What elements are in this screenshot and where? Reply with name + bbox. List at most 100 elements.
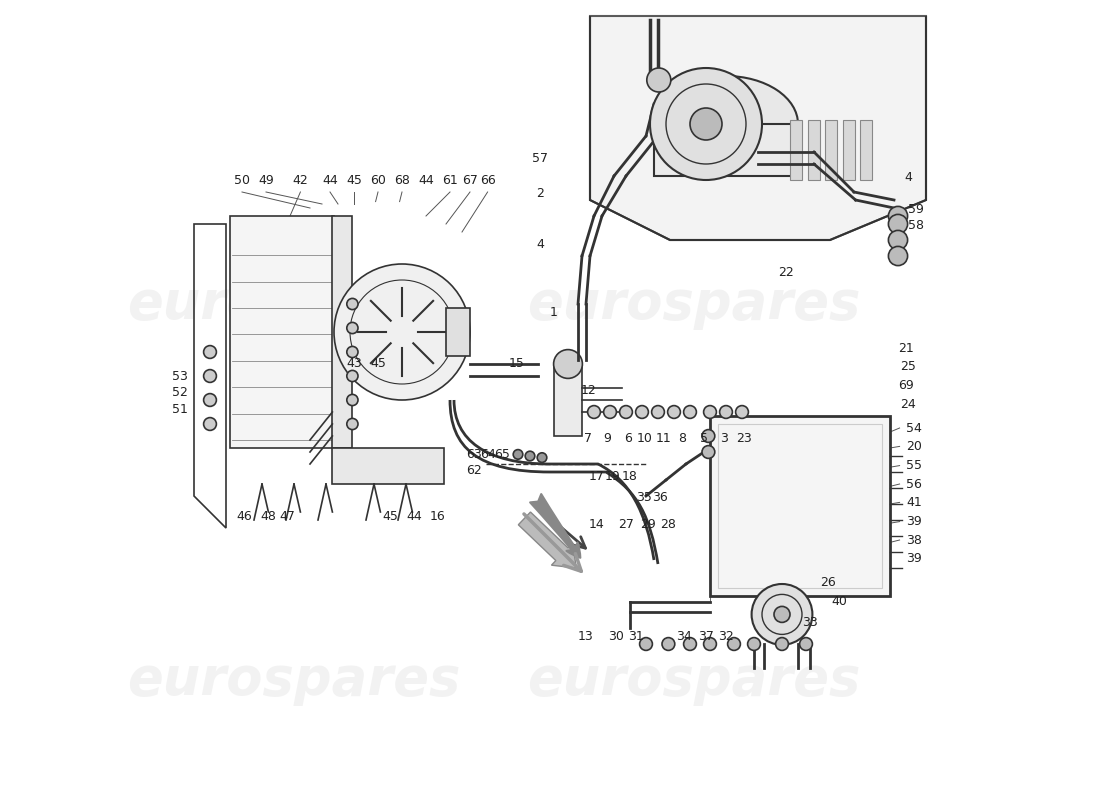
Text: 65: 65	[494, 448, 510, 461]
Text: 49: 49	[258, 174, 274, 186]
Circle shape	[889, 246, 908, 266]
Text: 28: 28	[660, 518, 676, 530]
Text: 25: 25	[901, 360, 916, 373]
Text: 10: 10	[637, 432, 652, 445]
Bar	[860, 120, 872, 180]
Text: 23: 23	[736, 432, 751, 445]
Text: 20: 20	[906, 440, 922, 453]
Circle shape	[514, 450, 522, 459]
Text: 8: 8	[678, 432, 686, 445]
Circle shape	[751, 584, 813, 645]
Bar	[332, 448, 444, 484]
Text: 11: 11	[656, 432, 671, 445]
Circle shape	[690, 108, 722, 140]
Text: 44: 44	[406, 510, 422, 522]
Circle shape	[346, 298, 358, 310]
Circle shape	[639, 638, 652, 650]
Circle shape	[636, 406, 648, 418]
Text: 52: 52	[173, 386, 188, 398]
Bar	[718, 424, 882, 588]
Text: 45: 45	[370, 358, 386, 370]
Text: 37: 37	[698, 630, 714, 642]
Ellipse shape	[654, 76, 798, 172]
Bar	[554, 364, 582, 436]
Circle shape	[204, 346, 217, 358]
Text: 51: 51	[173, 403, 188, 416]
Bar	[446, 308, 470, 356]
Text: 9: 9	[604, 432, 612, 445]
Text: 44: 44	[418, 174, 433, 186]
Circle shape	[662, 638, 674, 650]
Text: 54: 54	[906, 422, 922, 434]
Circle shape	[776, 638, 789, 650]
Circle shape	[587, 406, 601, 418]
Text: 29: 29	[640, 518, 656, 530]
Text: eurospares: eurospares	[527, 654, 860, 706]
Text: 50: 50	[234, 174, 250, 186]
Circle shape	[525, 451, 535, 461]
Text: 26: 26	[821, 576, 836, 589]
Text: 69: 69	[898, 379, 914, 392]
Text: 17: 17	[588, 470, 604, 482]
Circle shape	[774, 606, 790, 622]
Text: 32: 32	[718, 630, 734, 642]
Text: 19: 19	[605, 470, 620, 482]
Text: 27: 27	[618, 518, 634, 530]
Circle shape	[651, 406, 664, 418]
Text: 4: 4	[537, 238, 544, 250]
Text: 3: 3	[720, 432, 728, 445]
Bar	[710, 416, 890, 596]
Text: 67: 67	[462, 174, 477, 186]
Text: 4: 4	[904, 171, 912, 184]
Text: 14: 14	[588, 518, 604, 530]
Circle shape	[204, 418, 217, 430]
Text: 47: 47	[279, 510, 296, 522]
Circle shape	[702, 446, 715, 458]
Text: 7: 7	[584, 432, 593, 445]
Text: 57: 57	[532, 152, 549, 165]
Text: 21: 21	[898, 342, 914, 354]
Text: 36: 36	[652, 491, 669, 504]
Text: 45: 45	[346, 174, 362, 186]
Text: 35: 35	[637, 491, 652, 504]
Bar	[332, 216, 352, 448]
Circle shape	[704, 406, 716, 418]
Text: 63: 63	[466, 448, 482, 461]
Text: 24: 24	[901, 398, 916, 410]
Circle shape	[668, 406, 681, 418]
Circle shape	[204, 394, 217, 406]
Text: 56: 56	[906, 478, 922, 490]
Circle shape	[647, 68, 671, 92]
Text: eurospares: eurospares	[527, 278, 860, 330]
Text: 1: 1	[550, 306, 558, 318]
Text: 34: 34	[676, 630, 692, 642]
Circle shape	[683, 406, 696, 418]
Circle shape	[346, 322, 358, 334]
Text: 22: 22	[778, 266, 794, 278]
Text: 6: 6	[625, 432, 632, 445]
Bar	[654, 124, 794, 176]
Circle shape	[889, 230, 908, 250]
Circle shape	[334, 264, 470, 400]
Circle shape	[346, 346, 358, 358]
Circle shape	[704, 638, 716, 650]
Text: 58: 58	[909, 219, 924, 232]
Circle shape	[727, 638, 740, 650]
Text: 41: 41	[906, 496, 922, 509]
Circle shape	[736, 406, 748, 418]
Bar	[807, 120, 820, 180]
Text: 53: 53	[173, 370, 188, 382]
Text: 62: 62	[466, 464, 482, 477]
Bar	[825, 120, 837, 180]
Text: 39: 39	[906, 552, 922, 565]
Circle shape	[650, 68, 762, 180]
Text: 13: 13	[579, 630, 594, 642]
Circle shape	[619, 406, 632, 418]
Text: 18: 18	[623, 470, 638, 482]
Circle shape	[604, 406, 616, 418]
Text: 40: 40	[832, 595, 847, 608]
FancyArrow shape	[518, 512, 576, 568]
Text: 61: 61	[442, 174, 458, 186]
Bar	[230, 216, 334, 448]
Text: 12: 12	[581, 384, 596, 397]
